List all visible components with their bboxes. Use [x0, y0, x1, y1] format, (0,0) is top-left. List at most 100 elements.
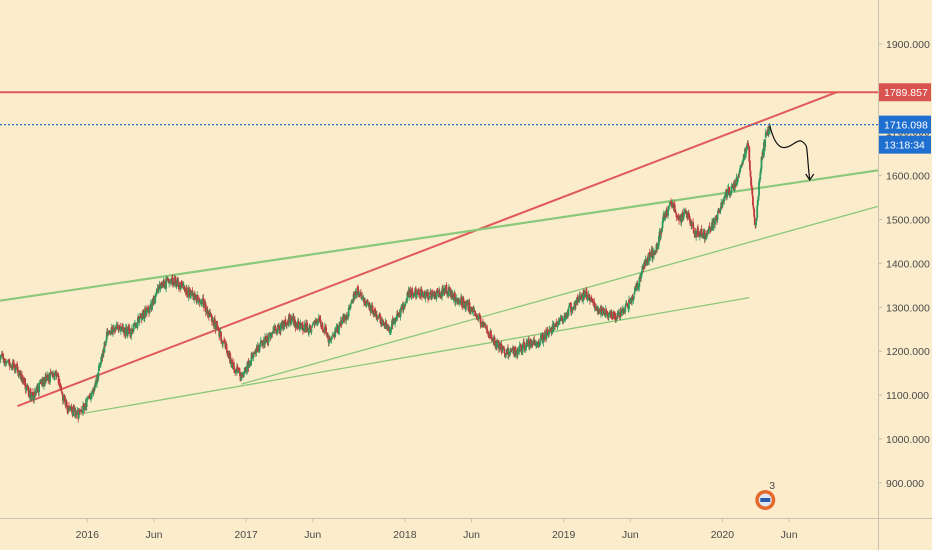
candle-body — [501, 350, 503, 352]
candle-body — [415, 293, 418, 299]
candle-body — [322, 329, 324, 332]
candle-body — [682, 217, 685, 219]
candle-body — [154, 297, 157, 304]
candle-body — [182, 285, 185, 286]
candle-body — [259, 340, 262, 345]
candle — [361, 296, 364, 302]
candle-body — [148, 311, 150, 313]
candle — [537, 339, 540, 349]
candle — [645, 258, 647, 267]
candle-body — [667, 206, 670, 211]
candle-body — [496, 340, 498, 348]
candle — [628, 295, 630, 313]
candle-body — [145, 311, 148, 316]
candle-body — [754, 225, 757, 227]
candle-body — [257, 346, 260, 352]
candle — [419, 286, 422, 299]
candle-body — [475, 313, 478, 318]
candle-body — [552, 323, 555, 331]
candle-body — [748, 146, 751, 162]
candle — [258, 343, 261, 353]
candle — [721, 199, 724, 208]
candle-body — [353, 293, 356, 298]
candle-body — [628, 299, 630, 310]
candle — [8, 360, 11, 371]
candle-body — [402, 307, 405, 310]
candle — [550, 326, 553, 337]
candle-body — [131, 330, 134, 331]
candle-body — [312, 322, 315, 324]
candle-body — [25, 387, 28, 391]
candle-body — [143, 310, 146, 318]
us-flag-badge-icon[interactable]: 3 — [755, 480, 776, 510]
candle — [454, 296, 457, 307]
candle-body — [436, 291, 439, 294]
candle-body — [294, 322, 297, 328]
candle — [112, 328, 114, 337]
candle-body — [349, 305, 352, 309]
candle — [60, 383, 62, 391]
candle-body — [668, 206, 671, 208]
candle — [445, 282, 448, 295]
candle-body — [253, 352, 255, 354]
candle-body — [13, 363, 16, 371]
candle — [104, 343, 107, 347]
candle — [683, 207, 685, 220]
candle-body — [529, 339, 532, 347]
candle — [697, 224, 699, 238]
candle-body — [67, 406, 70, 411]
candle-body — [138, 316, 141, 319]
candle-body — [131, 328, 133, 331]
candle-body — [385, 322, 387, 324]
candle-body — [338, 323, 341, 325]
candle-body — [760, 157, 763, 170]
candle-body — [146, 307, 149, 313]
candle-body — [597, 309, 600, 315]
candle-body — [683, 211, 685, 217]
candle-body — [556, 325, 558, 327]
candle-body — [396, 314, 398, 321]
candle-body — [509, 349, 512, 353]
candle — [518, 341, 521, 355]
candle-body — [520, 346, 523, 353]
candle-body — [248, 363, 251, 368]
candle — [496, 339, 499, 342]
candle — [475, 313, 478, 318]
candle — [668, 202, 671, 210]
candle — [21, 370, 23, 384]
candle-body — [595, 308, 597, 311]
candle-body — [669, 201, 672, 205]
candle — [394, 317, 396, 328]
candle-body — [741, 163, 744, 165]
candle — [319, 315, 322, 328]
candle — [154, 293, 157, 301]
candle-body — [27, 385, 29, 391]
candle-body — [411, 288, 414, 295]
candle-body — [259, 345, 262, 347]
candle-body — [127, 327, 130, 330]
candle-body — [493, 337, 496, 344]
candle-body — [723, 196, 726, 202]
candle-body — [739, 165, 742, 169]
resistance-price-badge-text: 1789.857 — [884, 87, 928, 99]
candle — [402, 302, 405, 313]
candle — [170, 276, 173, 285]
candle — [638, 276, 641, 291]
candle-body — [695, 231, 698, 237]
candle — [330, 335, 333, 344]
candle-body — [171, 278, 174, 286]
candle — [465, 301, 467, 313]
candle-body — [169, 280, 172, 282]
candle-body — [297, 321, 300, 327]
candle-body — [265, 340, 268, 343]
candle-body — [99, 361, 102, 364]
candle-body — [179, 282, 182, 290]
candle — [546, 326, 549, 335]
candle — [504, 354, 507, 359]
candle-body — [479, 317, 482, 325]
candle-body — [400, 306, 403, 311]
candle-body — [178, 282, 180, 290]
candle-body — [654, 252, 657, 254]
